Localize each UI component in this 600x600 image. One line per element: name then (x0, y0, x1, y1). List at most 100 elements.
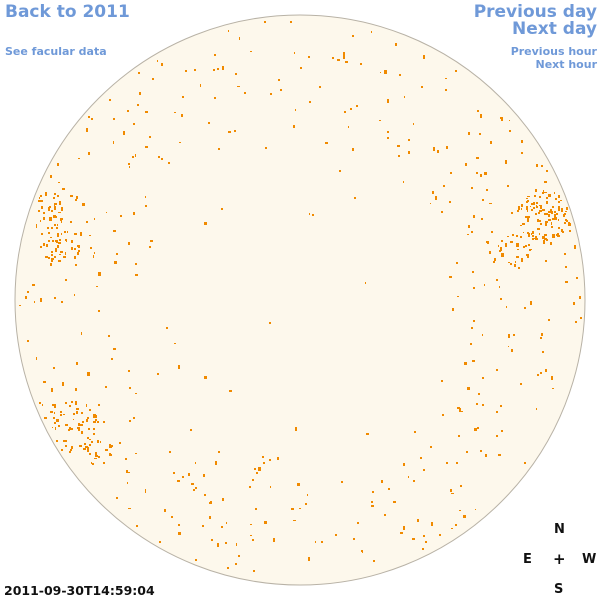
facula-mark (539, 196, 541, 198)
facula-mark (221, 208, 223, 210)
facula-mark (236, 543, 237, 546)
next-hour-link[interactable]: Next hour (535, 58, 598, 71)
facula-mark (554, 211, 556, 213)
facula-mark (235, 73, 237, 75)
facula-mark (467, 387, 470, 390)
facula-mark (55, 216, 57, 218)
facula-mark (554, 192, 555, 194)
facula-mark (536, 202, 538, 204)
facula-mark (543, 240, 545, 244)
facula-mark (449, 201, 451, 203)
facula-mark (425, 541, 427, 543)
facula-mark (397, 145, 400, 147)
facula-mark (113, 141, 114, 144)
facula-mark (413, 480, 415, 482)
facula-mark (81, 332, 82, 335)
facula-mark (222, 498, 224, 501)
facula-mark (53, 404, 54, 406)
facula-mark (106, 212, 107, 213)
facula-mark (537, 374, 539, 376)
facula-mark (339, 170, 341, 172)
facula-mark (501, 253, 504, 257)
facula-mark (59, 254, 61, 255)
facula-mark (403, 181, 404, 183)
facula-mark (58, 425, 60, 427)
facula-mark (507, 236, 509, 237)
facula-mark (75, 264, 77, 266)
facula-mark (456, 262, 458, 264)
facula-mark (526, 198, 528, 199)
facula-mark (520, 236, 522, 238)
facula-mark (470, 343, 472, 345)
facula-mark (315, 541, 316, 543)
facula-mark (254, 468, 256, 470)
facula-mark (57, 235, 59, 237)
facula-mark (48, 240, 50, 242)
facula-mark (73, 419, 74, 420)
solar-disk (14, 14, 586, 586)
facula-mark (74, 233, 77, 235)
facula-mark (226, 522, 227, 524)
facula-mark (217, 543, 219, 547)
facula-mark (86, 221, 88, 223)
facula-mark (46, 256, 48, 258)
facula-mark (501, 117, 503, 121)
facula-mark (116, 253, 118, 255)
facula-mark (357, 522, 359, 524)
facula-mark (558, 195, 560, 198)
facula-mark (93, 433, 95, 435)
facula-mark (538, 220, 541, 222)
facula-mark (145, 196, 146, 198)
facula-mark (70, 449, 72, 451)
facula-mark (78, 158, 80, 159)
facula-mark (365, 282, 366, 284)
facula-mark (70, 221, 72, 223)
facula-mark (209, 516, 211, 519)
facula-mark (531, 233, 532, 235)
facula-mark (133, 123, 135, 125)
facula-mark (52, 240, 54, 242)
facula-mark (264, 21, 266, 23)
compass-west-label: W (582, 552, 597, 567)
facula-mark (182, 96, 184, 98)
previous-day-link[interactable]: Previous day (473, 2, 597, 22)
next-day-link[interactable]: Next day (512, 19, 597, 39)
facula-mark (366, 433, 369, 435)
facula-mark (569, 230, 571, 232)
facula-mark (412, 538, 415, 540)
back-to-year-link[interactable]: Back to 2011 (5, 2, 130, 22)
facula-mark (157, 373, 159, 375)
facula-mark (63, 414, 65, 415)
facula-mark (544, 238, 547, 240)
facula-mark (552, 234, 555, 238)
facula-mark (501, 430, 503, 432)
facula-mark (87, 372, 90, 376)
facula-mark (432, 191, 434, 194)
facula-mark (387, 99, 389, 103)
facula-mark (59, 239, 61, 241)
facula-mark (545, 260, 547, 262)
facula-mark (159, 541, 161, 543)
facula-mark (239, 37, 240, 40)
facula-mark (552, 388, 554, 389)
previous-hour-link[interactable]: Previous hour (510, 45, 597, 58)
facula-mark (273, 538, 275, 542)
facula-mark (558, 219, 559, 221)
facula-mark (58, 212, 61, 213)
facula-mark (463, 515, 466, 518)
facula-mark (477, 427, 479, 429)
facula-mark (309, 213, 310, 215)
facula-mark (371, 501, 373, 503)
facula-mark (97, 440, 99, 443)
see-facular-data-link[interactable]: See facular data (5, 45, 107, 58)
facula-mark (540, 337, 542, 339)
facula-mark (75, 401, 77, 405)
facula-mark (372, 491, 374, 493)
facula-mark (57, 245, 59, 248)
facula-mark (58, 182, 60, 183)
facula-mark (103, 462, 105, 464)
facula-mark (234, 130, 236, 132)
facula-mark (464, 362, 467, 365)
facula-mark (49, 217, 52, 221)
facula-mark (50, 175, 52, 178)
